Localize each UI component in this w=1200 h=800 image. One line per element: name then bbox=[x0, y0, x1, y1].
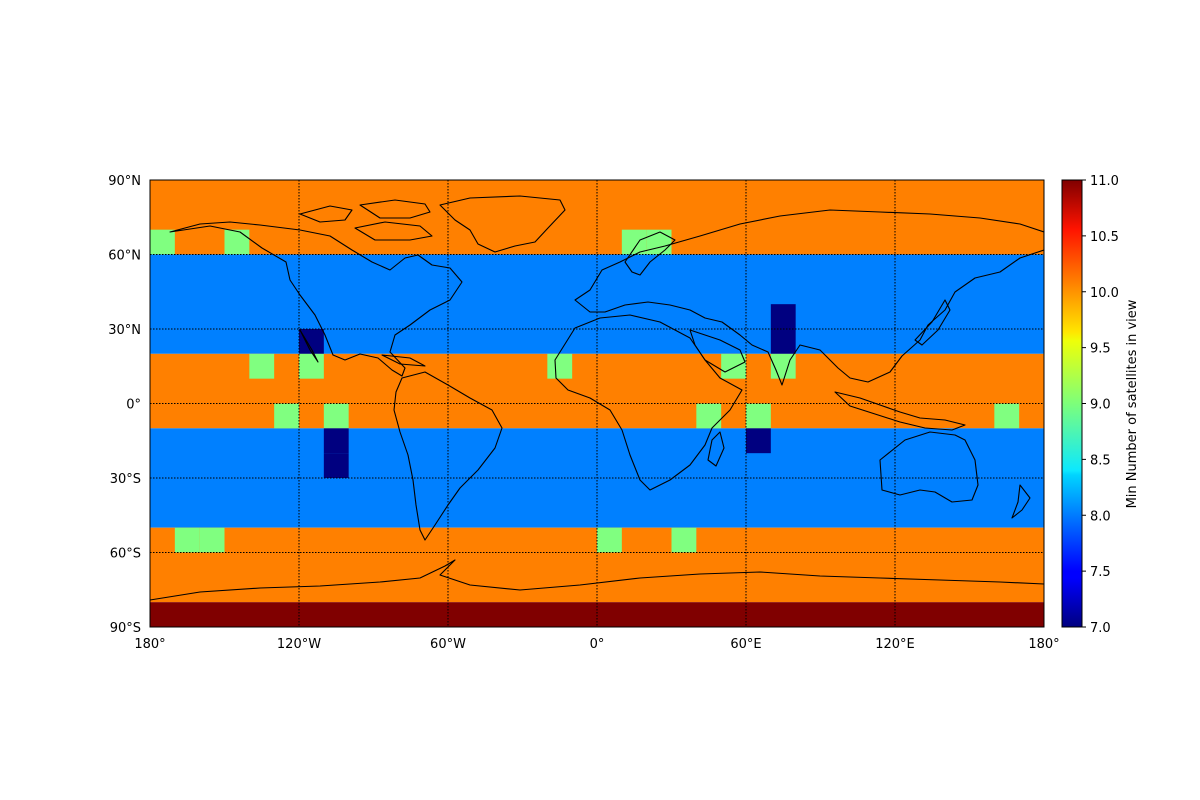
x-tick-label: 180° bbox=[1028, 637, 1059, 652]
coastline-arctic-islands bbox=[299, 199, 433, 241]
heatmap-cell bbox=[994, 403, 1020, 429]
heatmap-band bbox=[150, 602, 1044, 627]
y-tick-label: 30°N bbox=[108, 323, 141, 338]
x-tick-label: 0° bbox=[590, 637, 605, 652]
y-tick-label: 30°S bbox=[110, 472, 141, 487]
heatmap-cell bbox=[299, 329, 324, 354]
coastline-north-america bbox=[169, 221, 463, 377]
coastline-new-zealand bbox=[1011, 484, 1031, 519]
heatmap-cell bbox=[746, 428, 771, 454]
coastline-caribbean bbox=[381, 354, 426, 367]
x-tick-label: 60°W bbox=[430, 637, 466, 652]
heatmap-cell bbox=[323, 453, 349, 478]
colorbar-tick-label: 7.0 bbox=[1090, 621, 1111, 636]
heatmap-cell bbox=[323, 428, 349, 454]
coastline-antarctica bbox=[150, 559, 1044, 601]
colorbar-tick-label: 10.0 bbox=[1090, 286, 1119, 301]
graticule bbox=[150, 180, 1044, 627]
colorbar-tick-label: 8.0 bbox=[1090, 509, 1111, 524]
x-tick-label: 60°E bbox=[730, 637, 761, 652]
coastline-japan bbox=[914, 299, 951, 346]
heatmap-cell bbox=[646, 229, 672, 255]
y-tick-labels: 90°N 60°N 30°N 0° 30°S 60°S 90°S bbox=[108, 174, 141, 636]
x-tick-label: 180° bbox=[134, 637, 165, 652]
heatmap-cell bbox=[249, 353, 275, 379]
heatmap-cell bbox=[746, 403, 771, 429]
x-tick-label: 120°E bbox=[875, 637, 915, 652]
coastline-greenland bbox=[439, 195, 566, 253]
coastline-africa bbox=[554, 314, 743, 491]
y-tick-label: 90°S bbox=[110, 621, 141, 636]
colorbar-tick-label: 11.0 bbox=[1090, 174, 1119, 189]
heatmap-cell bbox=[150, 229, 175, 255]
heatmap-cell bbox=[274, 403, 299, 429]
x-tick-labels: 180° 120°W 60°W 0° 60°E 120°E 180° bbox=[134, 637, 1059, 652]
coastlines bbox=[150, 195, 1044, 601]
coastline-south-america bbox=[393, 371, 503, 541]
colorbar-tick-label: 9.0 bbox=[1090, 398, 1111, 413]
heatmap-cell bbox=[224, 229, 250, 255]
colorbar-ticks: 7.0 7.5 8.0 8.5 9.0 9.5 10.0 10.5 11.0 bbox=[1082, 174, 1119, 636]
heatmap-cell bbox=[597, 527, 622, 553]
colorbar: 7.0 7.5 8.0 8.5 9.0 9.5 10.0 10.5 11.0 Min Numbe… bbox=[1061, 174, 1140, 636]
colorbar-tick-label: 8.5 bbox=[1090, 453, 1111, 468]
y-tick-label: 60°S bbox=[110, 547, 141, 562]
coastline-scandinavia bbox=[624, 231, 676, 276]
colorbar-label: Min Number of satellites in view bbox=[1125, 299, 1140, 508]
map-area bbox=[150, 180, 1044, 627]
heatmap-cell bbox=[770, 304, 796, 329]
colorbar-tick-label: 10.5 bbox=[1090, 230, 1119, 245]
heatmap-cell bbox=[621, 229, 647, 255]
x-tick-label: 120°W bbox=[277, 637, 321, 652]
heatmap-cell bbox=[174, 527, 200, 553]
colorbar-tick-label: 7.5 bbox=[1090, 565, 1111, 580]
y-tick-label: 90°N bbox=[108, 174, 141, 189]
coastline-eurasia bbox=[574, 209, 1044, 386]
y-tick-label: 60°N bbox=[108, 249, 141, 264]
map-frame bbox=[149, 179, 1045, 628]
coastline-baja bbox=[299, 329, 319, 363]
coastline-australia bbox=[879, 431, 979, 503]
heatmap-cell bbox=[671, 527, 697, 553]
heatmap-cell bbox=[323, 403, 349, 429]
colorbar-gradient bbox=[1062, 180, 1082, 627]
heatmap-cell bbox=[547, 353, 573, 379]
heatmap-cell bbox=[721, 353, 746, 379]
coastline-madagascar bbox=[707, 431, 725, 467]
y-tick-label: 0° bbox=[126, 398, 141, 413]
heatmap-cell bbox=[696, 403, 722, 429]
heatmap-cell bbox=[299, 353, 324, 379]
colorbar-tick-label: 9.5 bbox=[1090, 342, 1111, 357]
coastline-indonesia bbox=[834, 391, 966, 431]
heatmap-cell bbox=[199, 527, 225, 553]
heatmap-cell bbox=[770, 329, 796, 354]
